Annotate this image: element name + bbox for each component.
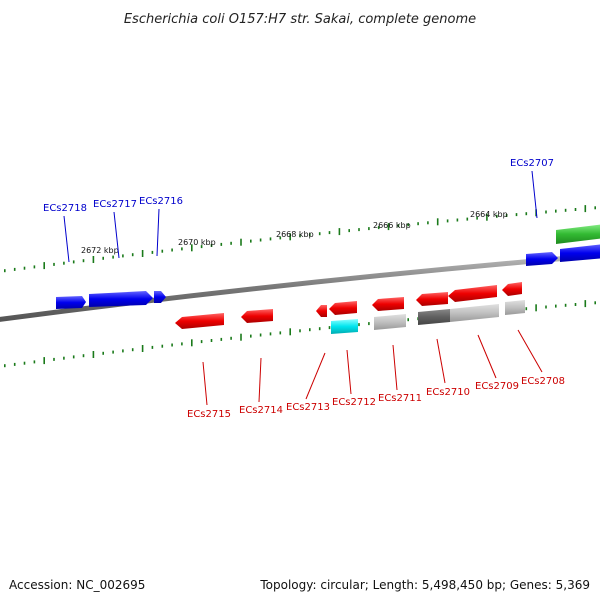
gene-ECs2710[interactable] bbox=[416, 292, 448, 306]
cds-gray[interactable] bbox=[505, 300, 525, 315]
reverse-label-lines bbox=[202, 329, 543, 406]
forward-label-lines bbox=[63, 170, 538, 263]
cds-gray[interactable] bbox=[450, 304, 499, 322]
gene-ECs2708[interactable] bbox=[502, 282, 522, 296]
gene-ECs2707-a[interactable] bbox=[526, 252, 558, 266]
map-title: Escherichia coli O157:H7 str. Sakai, com… bbox=[124, 12, 476, 27]
gene-ECs2716[interactable] bbox=[154, 291, 166, 303]
gene-label[interactable]: ECs2708 bbox=[521, 376, 565, 387]
gene-ECs2717[interactable] bbox=[89, 291, 153, 307]
gene-label[interactable]: ECs2707 bbox=[510, 158, 554, 169]
gene-label[interactable]: ECs2715 bbox=[187, 409, 231, 420]
forward-genes bbox=[56, 224, 600, 309]
cds-gray[interactable] bbox=[374, 314, 406, 330]
reverse-genes bbox=[175, 282, 522, 329]
accession-text: Accession: NC_002695 bbox=[9, 578, 146, 592]
gene-label[interactable]: ECs2718 bbox=[43, 203, 87, 214]
scale-label: 2664 kbp bbox=[470, 210, 508, 219]
gene-label[interactable]: ECs2709 bbox=[475, 381, 519, 392]
cds-cyan[interactable] bbox=[331, 319, 358, 334]
genome-backbone bbox=[0, 252, 600, 322]
gene-ECs2713[interactable] bbox=[316, 305, 327, 317]
scale-label: 2666 kbp bbox=[373, 221, 411, 230]
gene-ECs2715[interactable] bbox=[175, 313, 224, 329]
gene-ECs2714[interactable] bbox=[241, 309, 273, 323]
gene-ECs2718[interactable] bbox=[56, 296, 86, 309]
genome-summary-text: Topology: circular; Length: 5,498,450 bp… bbox=[260, 578, 590, 592]
gene-label[interactable]: ECs2713 bbox=[286, 402, 330, 413]
gene-label[interactable]: ECs2716 bbox=[139, 196, 183, 207]
gene-label[interactable]: ECs2711 bbox=[378, 393, 422, 404]
gene-label[interactable]: ECs2710 bbox=[426, 387, 470, 398]
gene-ECs2712[interactable] bbox=[329, 301, 357, 315]
cds-green[interactable] bbox=[556, 224, 600, 244]
gene-ECs2711[interactable] bbox=[372, 297, 404, 311]
gene-label[interactable]: ECs2712 bbox=[332, 397, 376, 408]
scale-labels: 2672 kbp 2670 kbp 2668 kbp 2666 kbp 2664… bbox=[81, 210, 508, 255]
cds-dark[interactable] bbox=[418, 309, 450, 325]
cds-features bbox=[331, 300, 525, 334]
scale-label: 2672 kbp bbox=[81, 246, 119, 255]
forward-labels: ECs2718 ECs2717 ECs2716 ECs2707 bbox=[43, 158, 554, 214]
gene-ECs2707-b[interactable] bbox=[560, 244, 600, 262]
gene-label[interactable]: ECs2717 bbox=[93, 199, 137, 210]
gene-label[interactable]: ECs2714 bbox=[239, 405, 283, 416]
scale-label: 2668 kbp bbox=[276, 230, 314, 239]
reverse-labels: ECs2715 ECs2714 ECs2713 ECs2712 ECs2711 … bbox=[187, 376, 565, 420]
gene-ECs2709[interactable] bbox=[448, 285, 497, 302]
scale-ticks-upper bbox=[4, 205, 597, 273]
scale-label: 2670 kbp bbox=[178, 238, 216, 247]
